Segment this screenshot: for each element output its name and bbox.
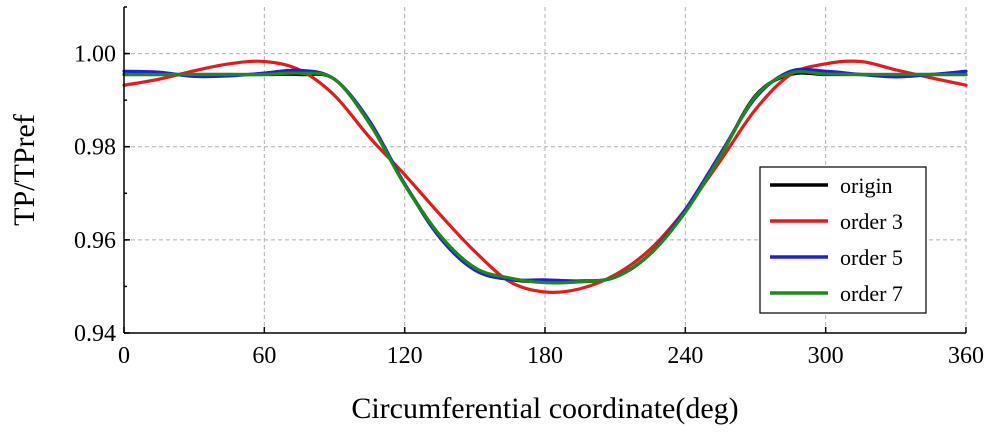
x-tick-label: 240 [667,343,703,369]
x-tick-label: 0 [118,343,130,369]
y-tick-label: 1.00 [74,42,116,68]
y-tick-label: 0.96 [74,228,116,254]
legend: origin order 3 order 5 order 7 [759,166,927,314]
axes [123,6,967,334]
x-tick-label: 180 [527,343,563,369]
x-tick-label: 60 [252,343,276,369]
x-axis-title: Circumferential coordinate(deg) [351,392,738,425]
y-tick-label: 0.94 [74,321,116,347]
series-lines [122,59,968,295]
x-tick-label: 360 [948,343,984,369]
x-tick-label: 120 [387,343,423,369]
legend-label: order 5 [840,245,903,270]
legend-box [759,166,927,314]
series-line-order-7 [122,70,968,285]
legend-label: order 7 [840,281,903,306]
y-axis-title: TP/TPref [8,114,41,226]
legend-label: origin [840,173,893,198]
x-tick-label: 300 [808,343,844,369]
tick-labels: 0 60 120 180 240 300 360 0.94 0.96 0.98 1.00 [74,42,984,369]
legend-label: order 3 [840,209,903,234]
series-line-order-3 [122,59,968,295]
y-tick-label: 0.98 [74,135,116,161]
